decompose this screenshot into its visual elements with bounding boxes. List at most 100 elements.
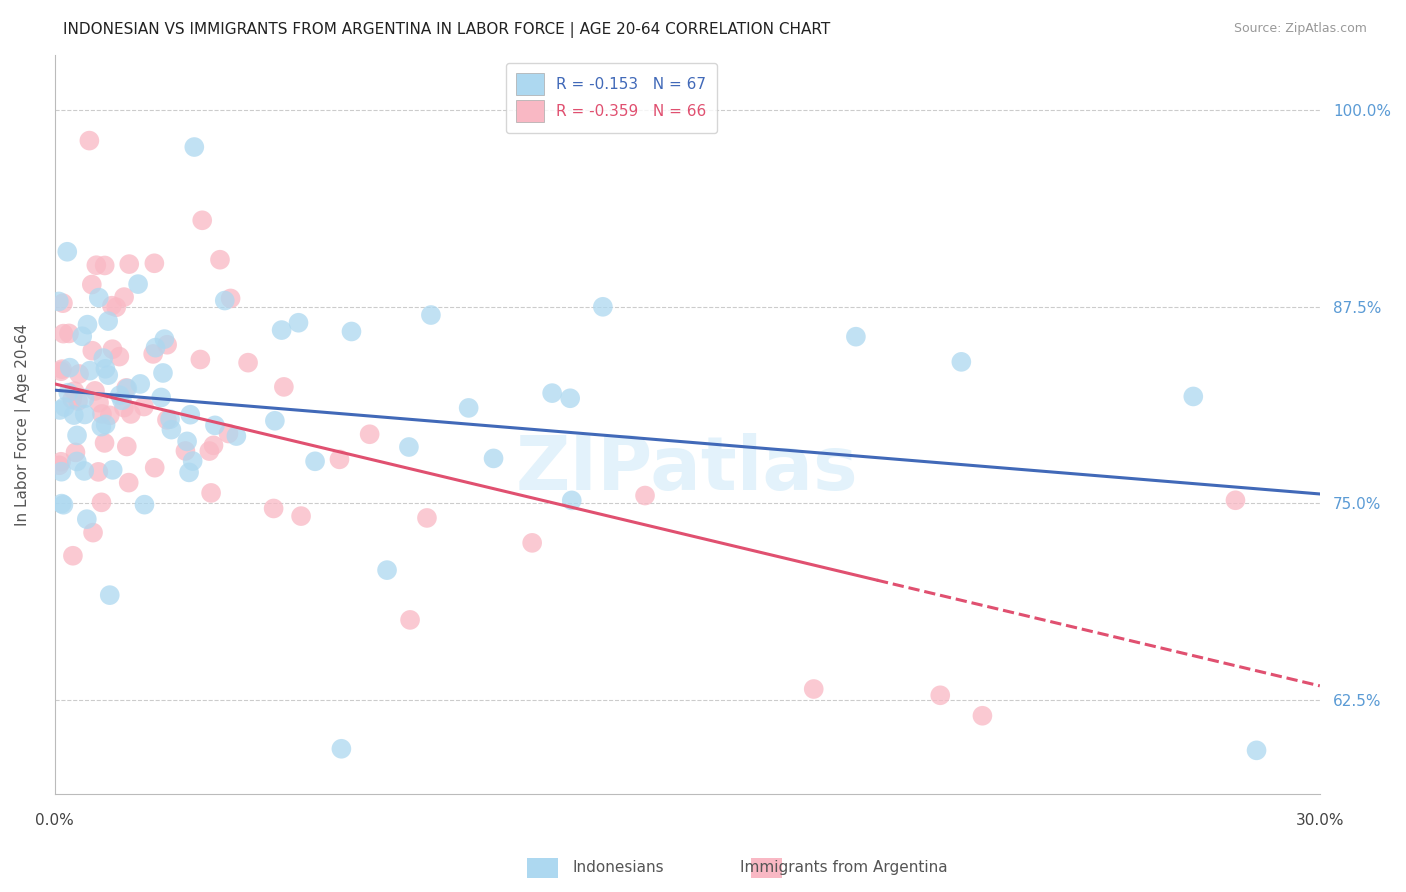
- Point: [160, 423, 183, 437]
- Point: [101, 342, 124, 356]
- Point: [1225, 493, 1247, 508]
- Point: [59, 360, 82, 375]
- Point: [56, 244, 79, 259]
- Point: [152, 366, 174, 380]
- Point: [328, 452, 350, 467]
- Text: 30.0%: 30.0%: [1295, 813, 1344, 828]
- Point: [263, 501, 285, 516]
- Point: [634, 489, 657, 503]
- Point: [51, 465, 73, 479]
- Point: [105, 300, 128, 314]
- Point: [950, 355, 973, 369]
- Point: [91, 351, 114, 365]
- Point: [177, 466, 200, 480]
- Point: [63, 408, 86, 422]
- Point: [101, 299, 124, 313]
- Text: ZIPatlas: ZIPatlas: [516, 433, 859, 506]
- Point: [264, 414, 287, 428]
- Point: [98, 588, 121, 602]
- Point: [174, 444, 197, 458]
- Point: [58, 326, 80, 341]
- Point: [561, 493, 583, 508]
- Point: [214, 293, 236, 308]
- Point: [208, 252, 231, 267]
- Text: 0.0%: 0.0%: [35, 813, 75, 828]
- Point: [48, 458, 70, 473]
- Point: [53, 400, 76, 414]
- Point: [120, 407, 142, 421]
- Point: [90, 495, 112, 509]
- Point: [115, 440, 138, 454]
- Point: [97, 368, 120, 383]
- Point: [457, 401, 479, 415]
- Point: [58, 385, 80, 400]
- Point: [929, 688, 952, 702]
- Point: [70, 329, 93, 343]
- Point: [49, 364, 72, 378]
- Point: [416, 511, 439, 525]
- Y-axis label: In Labor Force | Age 20-64: In Labor Force | Age 20-64: [15, 324, 31, 526]
- Point: [66, 394, 89, 409]
- Point: [181, 454, 204, 468]
- Point: [73, 392, 96, 406]
- Point: [49, 455, 72, 469]
- Point: [183, 140, 205, 154]
- Point: [87, 396, 110, 410]
- Point: [845, 329, 868, 343]
- Point: [419, 308, 441, 322]
- Point: [73, 464, 96, 478]
- Point: [48, 294, 70, 309]
- Point: [86, 258, 108, 272]
- Point: [153, 332, 176, 346]
- Point: [803, 681, 825, 696]
- Point: [80, 277, 103, 292]
- Point: [51, 362, 73, 376]
- Point: [66, 428, 89, 442]
- Point: [82, 525, 104, 540]
- Point: [560, 391, 582, 405]
- Point: [520, 536, 543, 550]
- Point: [94, 417, 117, 432]
- Point: [143, 256, 166, 270]
- Point: [399, 613, 422, 627]
- Point: [52, 498, 75, 512]
- Point: [51, 497, 73, 511]
- Point: [159, 412, 181, 426]
- Point: [1246, 743, 1268, 757]
- Point: [108, 350, 131, 364]
- Point: [218, 426, 240, 441]
- Point: [79, 134, 101, 148]
- Point: [482, 451, 505, 466]
- Point: [90, 419, 112, 434]
- Point: [101, 463, 124, 477]
- Point: [82, 343, 104, 358]
- Point: [200, 486, 222, 500]
- Point: [398, 440, 420, 454]
- Point: [76, 318, 98, 332]
- Point: [118, 257, 141, 271]
- Point: [73, 408, 96, 422]
- Point: [191, 213, 214, 227]
- Point: [145, 341, 167, 355]
- Point: [76, 512, 98, 526]
- Point: [67, 367, 90, 381]
- Point: [330, 741, 353, 756]
- Point: [592, 300, 614, 314]
- Point: [375, 563, 398, 577]
- Point: [198, 444, 221, 458]
- Point: [118, 475, 141, 490]
- Point: [340, 325, 363, 339]
- Point: [143, 460, 166, 475]
- Point: [87, 465, 110, 479]
- Point: [359, 427, 381, 442]
- Point: [79, 364, 101, 378]
- Point: [134, 498, 156, 512]
- Point: [60, 392, 83, 407]
- Point: [115, 381, 138, 395]
- Point: [150, 391, 173, 405]
- Point: [236, 356, 259, 370]
- Point: [112, 401, 135, 415]
- Point: [541, 386, 564, 401]
- Point: [129, 376, 152, 391]
- Point: [132, 400, 155, 414]
